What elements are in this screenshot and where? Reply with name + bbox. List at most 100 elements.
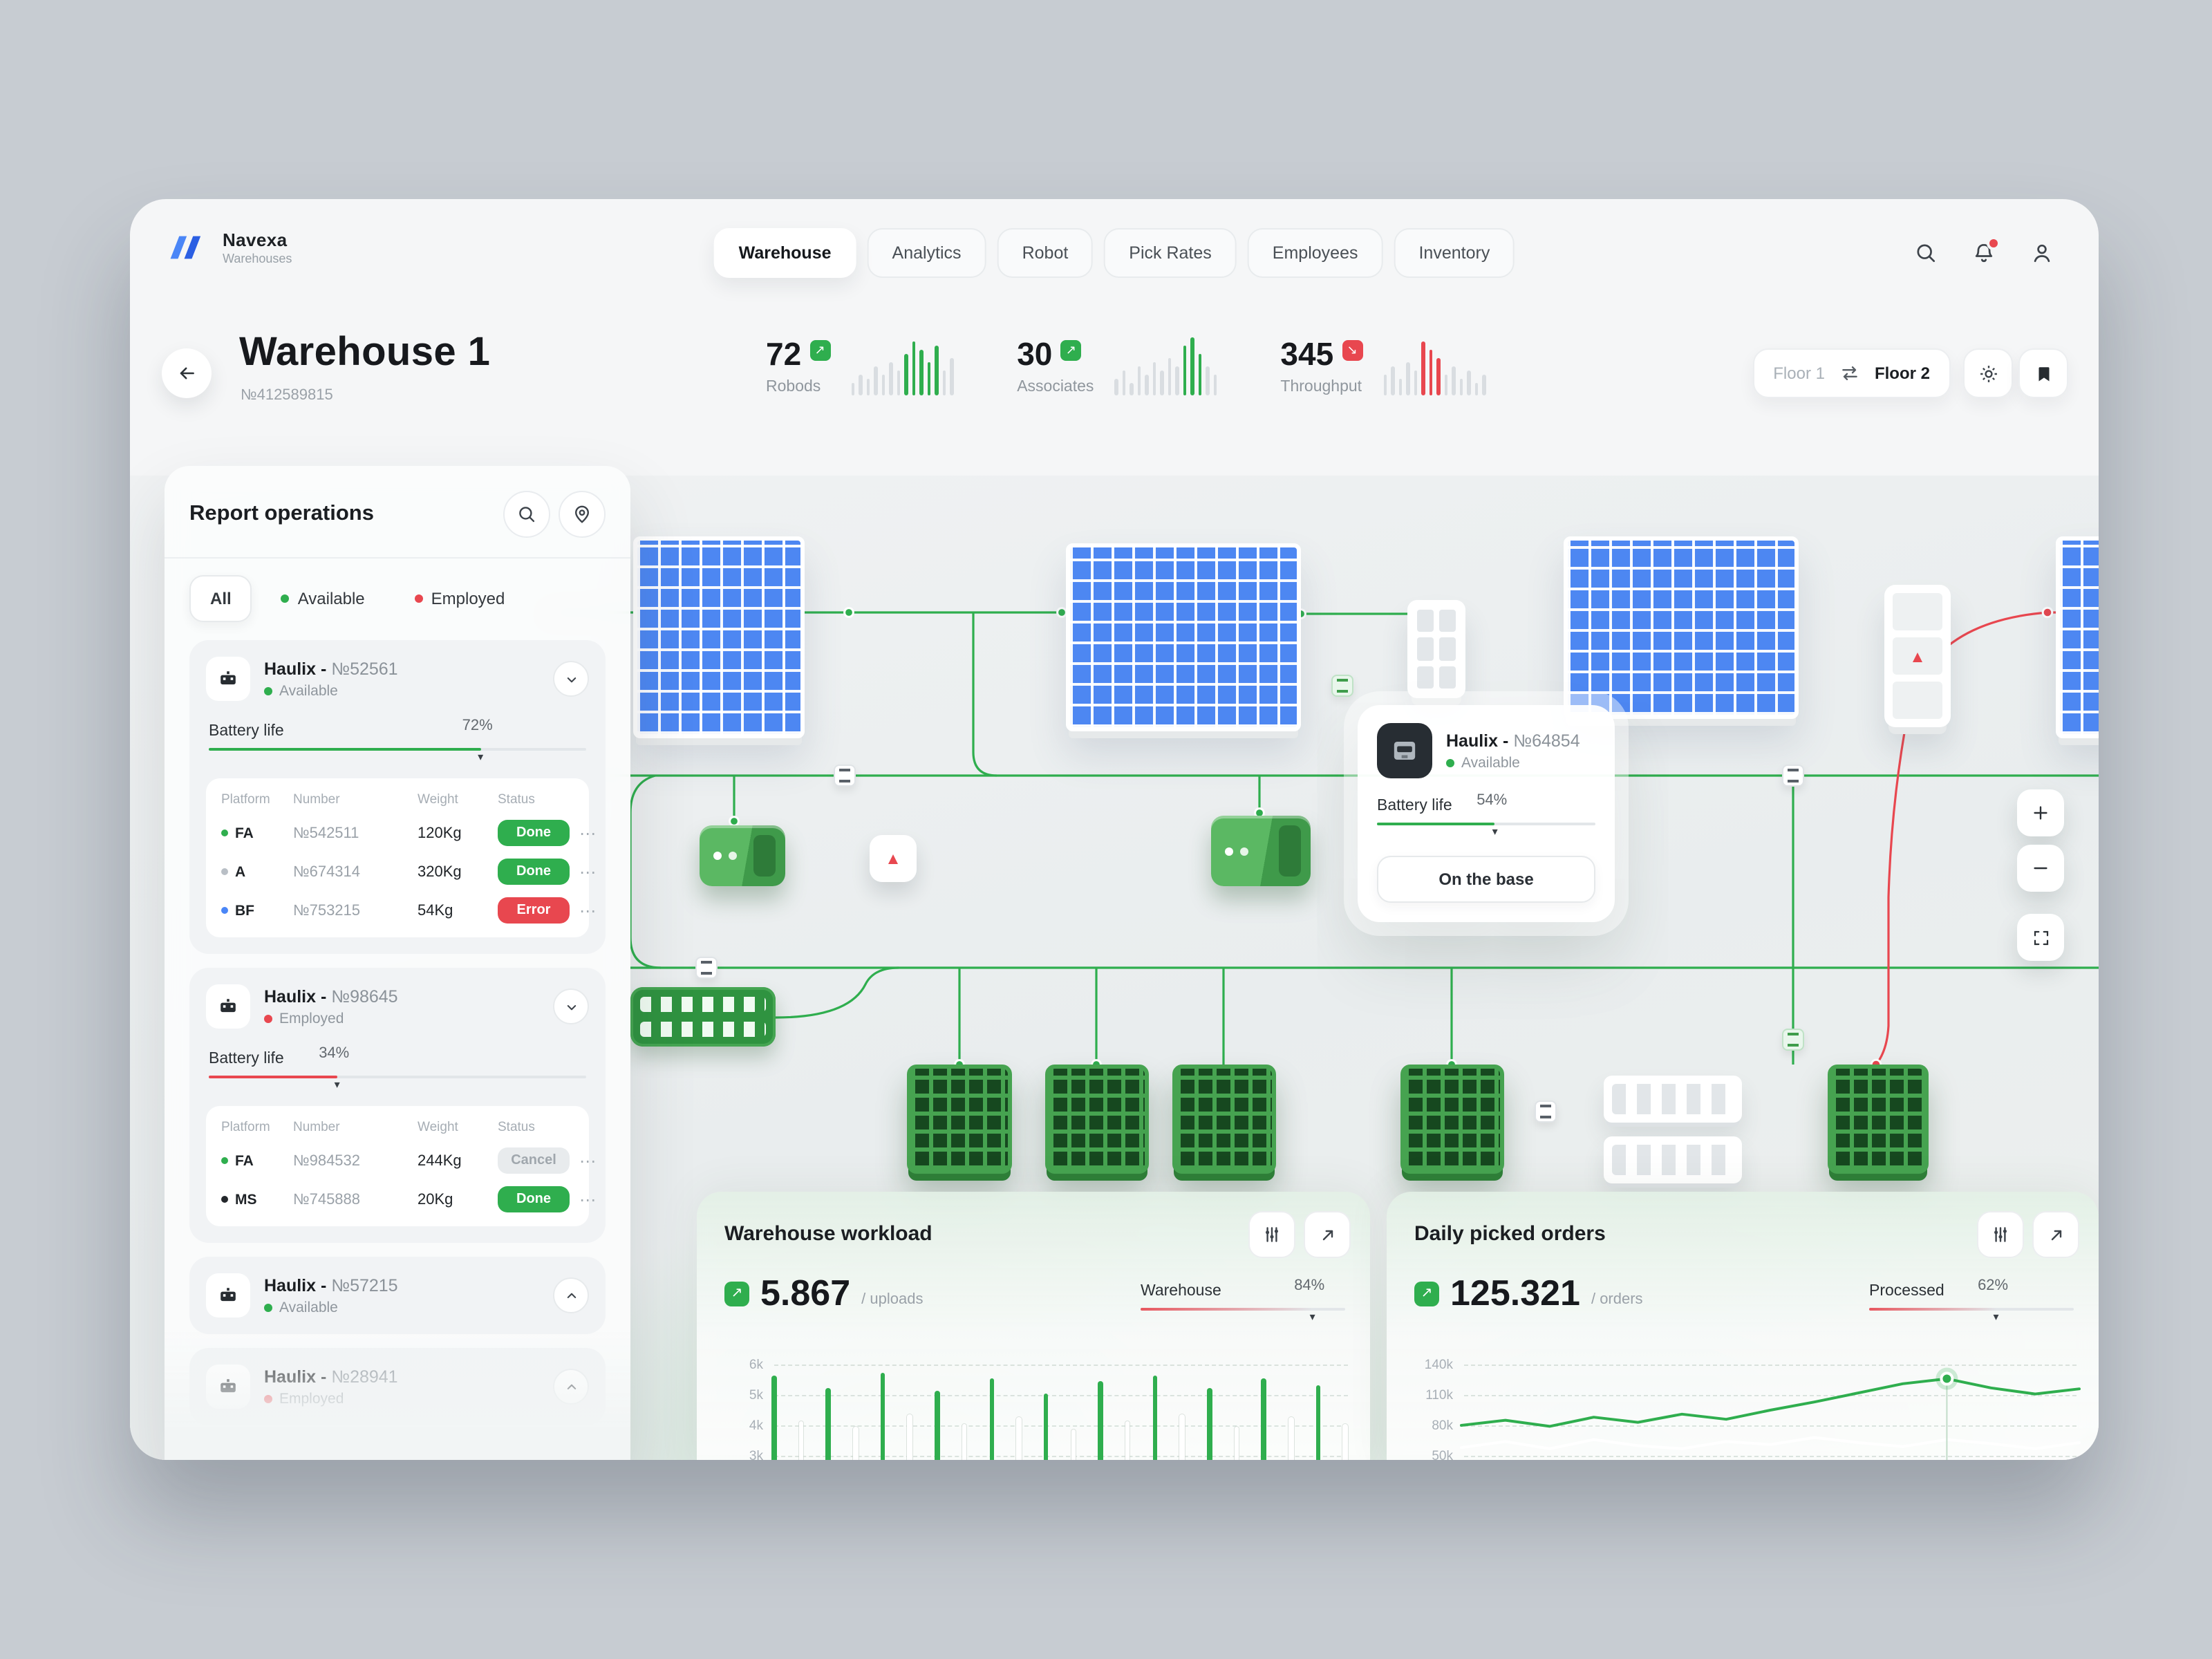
robot-thumbnail bbox=[1377, 723, 1432, 778]
robot-card-header: Haulix - №52561 Available bbox=[206, 657, 589, 701]
platform-cell: FA bbox=[221, 825, 285, 841]
slider: Battery life 72% ▾ bbox=[209, 718, 586, 762]
status-badge: Error bbox=[498, 897, 570, 924]
robot-icon-tile bbox=[206, 1273, 250, 1318]
nav-tab-inventory[interactable]: Inventory bbox=[1394, 228, 1515, 278]
map-robot[interactable] bbox=[700, 825, 785, 886]
user-icon bbox=[2034, 244, 2050, 263]
robot-card[interactable]: Haulix - №52561 Available Battery life 72% ▾… bbox=[189, 640, 606, 954]
trend-up-icon: ↗ bbox=[724, 1281, 749, 1306]
path-node bbox=[834, 765, 856, 787]
robot-card[interactable]: Haulix - №57215 Available bbox=[189, 1257, 606, 1334]
floor-toggle[interactable]: Floor 1 Floor 2 bbox=[1752, 348, 1951, 398]
slider-label: Battery life bbox=[209, 1051, 284, 1067]
slider-marker[interactable]: ▾ bbox=[1309, 1311, 1315, 1323]
search-button[interactable] bbox=[1900, 227, 1952, 279]
nav-tab-pick-rates[interactable]: Pick Rates bbox=[1104, 228, 1237, 278]
slider-value: 72% bbox=[462, 718, 493, 734]
robot-status: Available bbox=[1446, 754, 1580, 771]
zoom-out-button[interactable] bbox=[2017, 845, 2064, 892]
orders-slider: Processed 62% ▾ bbox=[1869, 1277, 2074, 1322]
notifications-button[interactable] bbox=[1958, 227, 2010, 279]
workload-bar-chart bbox=[771, 1221, 1348, 1460]
filter-chip-employed[interactable]: Employed bbox=[394, 575, 526, 622]
row-menu-icon[interactable]: ⋯ bbox=[579, 1190, 596, 1209]
stat-text: 72 ↗ Robods bbox=[766, 336, 831, 395]
chart-bar bbox=[1071, 1430, 1076, 1460]
row-menu-icon[interactable]: ⋯ bbox=[579, 823, 596, 843]
robot-icon-tile bbox=[206, 657, 250, 701]
workload-expand-button[interactable] bbox=[1304, 1211, 1351, 1258]
stat-text: 345 ↘ Throughput bbox=[1280, 336, 1363, 395]
header-stats: 72 ↗ Robods 30 ↗ Associates 345 ↘ Throughput bbox=[766, 335, 1486, 395]
row-menu-icon[interactable]: ⋯ bbox=[579, 901, 596, 920]
report-location-button[interactable] bbox=[559, 491, 606, 538]
robot-name: Haulix - №52561 bbox=[264, 659, 398, 678]
chevron-down-icon[interactable] bbox=[553, 661, 589, 697]
robot-card[interactable]: Haulix - №98645 Employed Battery life 34% ▾ P… bbox=[189, 968, 606, 1243]
chart-bar bbox=[771, 1376, 776, 1460]
profile-button[interactable] bbox=[2016, 227, 2068, 279]
slider-marker[interactable]: ▾ bbox=[478, 751, 484, 763]
platform-cell: A bbox=[221, 863, 285, 880]
slider-track[interactable] bbox=[209, 748, 586, 751]
row-menu-icon[interactable]: ⋯ bbox=[579, 862, 596, 881]
table-row[interactable]: FA №984532 244Kg Cancel ⋯ bbox=[221, 1147, 596, 1174]
slider-marker[interactable]: ▾ bbox=[1993, 1311, 1999, 1323]
map-robot[interactable] bbox=[1211, 816, 1311, 886]
settings-button[interactable] bbox=[1963, 348, 2013, 398]
weight-cell: 120Kg bbox=[418, 825, 462, 841]
panel-header: Report operations bbox=[189, 491, 606, 538]
filter-chip-all[interactable]: All bbox=[189, 575, 252, 622]
back-button[interactable] bbox=[162, 348, 212, 398]
path-node-green bbox=[1782, 1029, 1804, 1051]
bookmark-icon bbox=[2038, 366, 2049, 381]
nav-tab-analytics[interactable]: Analytics bbox=[867, 228, 986, 278]
table-row[interactable]: A №674314 320Kg Done ⋯ bbox=[221, 859, 596, 885]
stat-label: Robods bbox=[766, 379, 821, 395]
chevron-up-icon[interactable] bbox=[553, 1277, 589, 1313]
slider-track[interactable] bbox=[209, 1076, 586, 1078]
table-row[interactable]: BF №753215 54Kg Error ⋯ bbox=[221, 897, 596, 924]
filter-chip-available[interactable]: Available bbox=[261, 575, 386, 622]
header-stat: 345 ↘ Throughput bbox=[1280, 335, 1486, 395]
storage-rack bbox=[1564, 536, 1799, 719]
table-row[interactable]: FA №542511 120Kg Done ⋯ bbox=[221, 820, 596, 846]
status-badge: Done bbox=[498, 820, 570, 846]
robot-card[interactable]: Haulix - №28941 Employed bbox=[189, 1348, 606, 1425]
pallet-grid bbox=[1828, 1065, 1929, 1174]
nav-tab-employees[interactable]: Employees bbox=[1247, 228, 1383, 278]
filter-sliders-icon bbox=[1266, 1227, 1278, 1242]
report-search-button[interactable] bbox=[503, 491, 550, 538]
brand-name: Navexa bbox=[223, 229, 288, 250]
floor-2-label[interactable]: Floor 2 bbox=[1874, 364, 1930, 383]
chevron-down-icon[interactable] bbox=[553, 988, 589, 1024]
orders-filter-button[interactable] bbox=[1977, 1211, 2024, 1258]
fullscreen-button[interactable] bbox=[2017, 914, 2064, 961]
floor-1-label[interactable]: Floor 1 bbox=[1773, 364, 1825, 383]
nav-tab-warehouse[interactable]: Warehouse bbox=[713, 228, 856, 278]
slider-marker[interactable]: ▾ bbox=[1492, 825, 1498, 838]
table-row[interactable]: MS №745888 20Kg Done ⋯ bbox=[221, 1186, 596, 1212]
cabinet-cell bbox=[1417, 637, 1434, 661]
pallet-grid bbox=[1172, 1065, 1276, 1174]
zoom-in-button[interactable] bbox=[2017, 789, 2064, 836]
slider-marker[interactable]: ▾ bbox=[334, 1078, 340, 1091]
alert-tile[interactable] bbox=[870, 835, 917, 882]
expand-arrow-icon bbox=[2050, 1229, 2061, 1240]
slider-label: Battery life bbox=[1377, 798, 1452, 814]
row-menu-icon[interactable]: ⋯ bbox=[579, 1151, 596, 1170]
chart-bar bbox=[798, 1421, 804, 1460]
workload-filter-button[interactable] bbox=[1248, 1211, 1295, 1258]
orders-expand-button[interactable] bbox=[2032, 1211, 2079, 1258]
slider-track[interactable] bbox=[1377, 823, 1595, 825]
nav-tab-robot[interactable]: Robot bbox=[997, 228, 1094, 278]
slider-track[interactable] bbox=[1869, 1308, 2074, 1311]
highlight-point[interactable] bbox=[1940, 1371, 1954, 1386]
on-the-base-button[interactable]: On the base bbox=[1377, 856, 1595, 903]
slider-track[interactable] bbox=[1141, 1308, 1345, 1311]
chevron-up-icon[interactable] bbox=[553, 1369, 589, 1405]
column-header: Platform bbox=[221, 792, 270, 807]
bookmark-button[interactable] bbox=[2018, 348, 2068, 398]
stat-sparkline bbox=[1383, 335, 1486, 395]
